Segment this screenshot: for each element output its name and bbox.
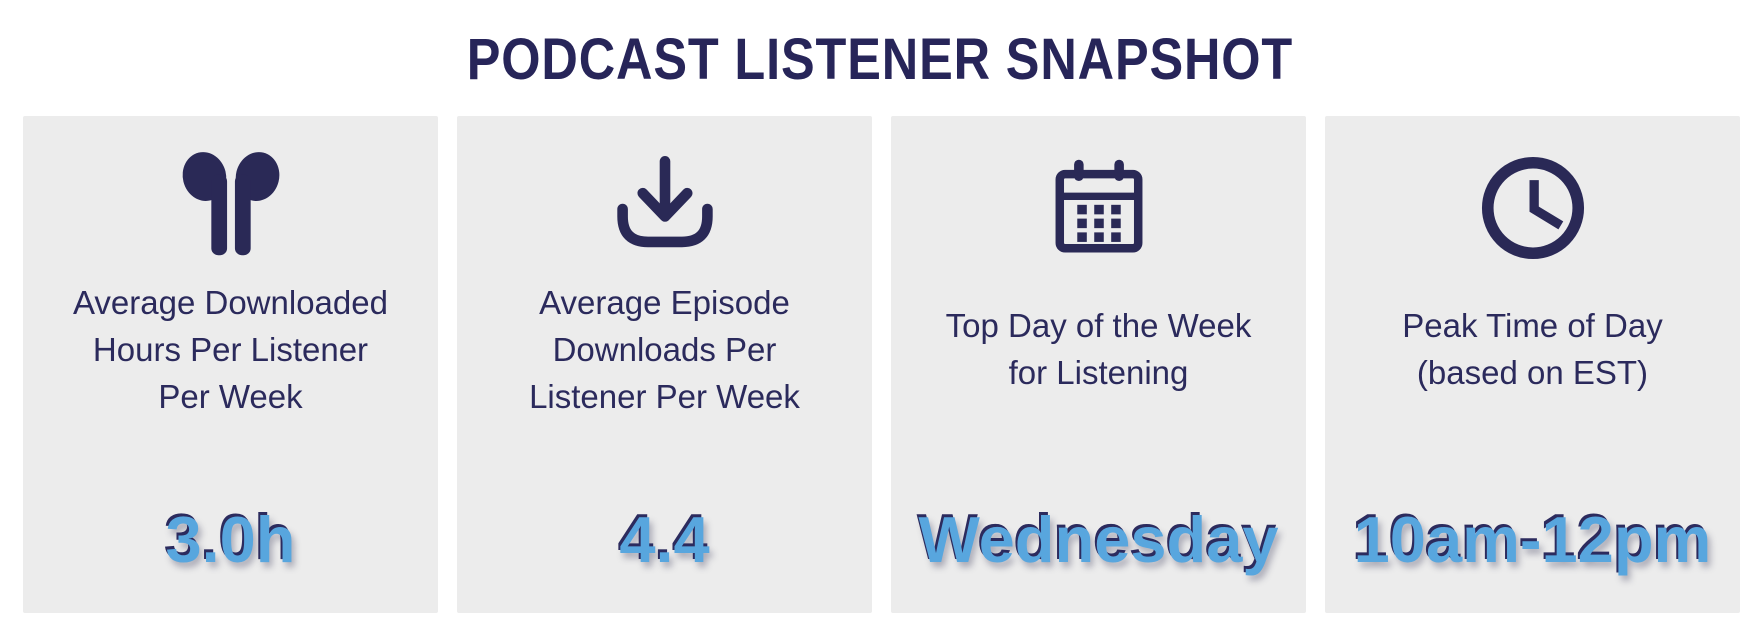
stat-value: 3.0h — [165, 503, 296, 576]
stat-label: Top Day of the Week for Listening — [945, 307, 1252, 391]
stat-value: 4.4 — [619, 503, 710, 576]
stat-label: Peak Time of Day (based on EST) — [1402, 307, 1663, 391]
stat-card-peak-time: Peak Time of Day (based on EST) 10am-12p… — [1325, 116, 1740, 613]
stat-label: Average Downloaded Hours Per Listener Pe… — [73, 283, 388, 415]
clock-icon — [1475, 143, 1591, 273]
calendar-icon — [1046, 143, 1152, 273]
page-title-text: PODCAST LISTENER SNAPSHOT — [466, 27, 1294, 93]
stat-label: Average Episode Downloads Per Listener P… — [529, 283, 800, 415]
stat-card-top-day: Top Day of the Week for Listening Wednes… — [891, 116, 1306, 613]
stat-card-downloads: Average Episode Downloads Per Listener P… — [457, 116, 872, 613]
stat-value: 10am-12pm — [1353, 503, 1712, 576]
download-icon — [612, 143, 718, 273]
page-title: PODCAST LISTENER SNAPSHOT — [0, 29, 1760, 99]
stat-cards-row: Average Downloaded Hours Per Listener Pe… — [23, 116, 1740, 613]
stat-value: Wednesday — [918, 503, 1279, 576]
stat-card-hours: Average Downloaded Hours Per Listener Pe… — [23, 116, 438, 613]
earbuds-icon — [172, 143, 290, 273]
